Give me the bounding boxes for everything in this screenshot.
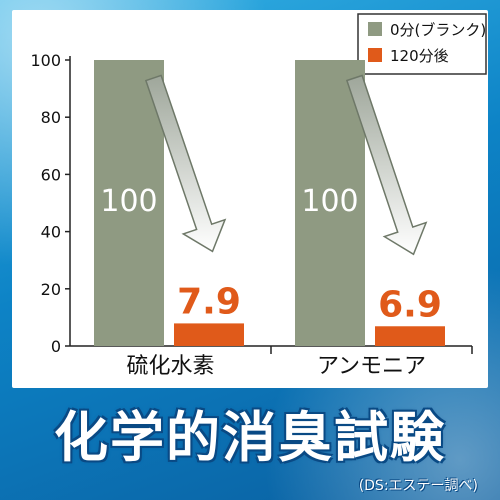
- legend-label-blank: 0分(ブランク): [390, 21, 486, 39]
- data-labels: 100 7.9 100 6.9: [100, 184, 442, 325]
- bar-120min: [174, 323, 244, 346]
- down-arrow: [345, 74, 428, 256]
- y-tick-label: 0: [51, 337, 61, 356]
- bars: [94, 60, 445, 346]
- bar-blank: [295, 60, 365, 346]
- legend: 0分(ブランク) 120分後: [357, 13, 487, 75]
- footer-title: 化学的消臭試験: [54, 406, 446, 469]
- legend-label-120min: 120分後: [390, 47, 449, 65]
- legend-swatch-120min: [368, 48, 382, 62]
- bar-blank: [94, 60, 164, 346]
- y-tick-label: 20: [41, 280, 61, 299]
- y-tick-label: 80: [41, 108, 61, 127]
- down-arrow: [144, 74, 227, 253]
- legend-swatch-blank: [368, 22, 382, 36]
- y-tick-label: 40: [41, 223, 61, 242]
- data-label-120min: 7.9: [177, 281, 241, 322]
- y-tick-label: 60: [41, 165, 61, 184]
- x-category-label: 硫化水素: [126, 354, 214, 379]
- x-category-label: アンモニア: [317, 354, 426, 379]
- bar-120min: [375, 326, 445, 346]
- data-label-blank: 100: [301, 184, 358, 219]
- bar-chart: 0分(ブランク) 120分後 0 20 40 60 80 100 硫化水素 アンモニア 100…: [30, 13, 487, 379]
- data-label-blank: 100: [100, 184, 157, 219]
- footer-note: (DS:エステー調べ): [358, 478, 478, 494]
- arrows: [144, 74, 428, 256]
- y-tick-label: 100: [30, 51, 61, 70]
- data-label-120min: 6.9: [378, 284, 442, 325]
